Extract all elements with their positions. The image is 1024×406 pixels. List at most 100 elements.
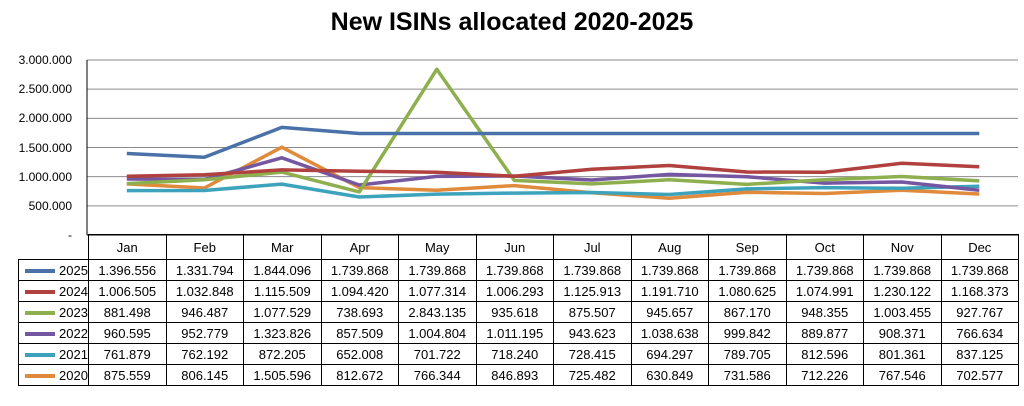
category-label: Feb [165, 234, 244, 260]
category-label: Oct [785, 234, 864, 260]
category-label: Sep [708, 234, 787, 260]
category-label: Aug [630, 234, 709, 260]
data-value-cell: 867.170 [708, 301, 787, 323]
series-name: 2025 [59, 262, 88, 278]
data-value-cell: 630.849 [630, 364, 709, 386]
data-value-cell: 875.507 [553, 301, 632, 323]
legend-entry: 2023 [18, 301, 89, 323]
data-value-cell: 945.657 [630, 301, 709, 323]
table-body: 2025 1.396.556 1.331.794 1.844.096 1.739.868… [18, 259, 1019, 386]
legend-entry: 2020 [18, 364, 89, 386]
table-row: 2021 761.879 762.192 872.205 652.008 701.722 7… [18, 343, 1019, 365]
data-value-cell: 1.077.314 [398, 280, 477, 302]
legend-entry: 2024 [18, 280, 89, 302]
data-value-cell: 1.230.122 [863, 280, 942, 302]
line-chart [86, 59, 1018, 236]
table-row: 2025 1.396.556 1.331.794 1.844.096 1.739.868… [18, 259, 1019, 281]
data-value-cell: 728.415 [553, 343, 632, 365]
category-label: Dec [940, 234, 1019, 260]
data-value-cell: 875.559 [88, 364, 167, 386]
data-value-cell: 1.331.794 [165, 259, 244, 281]
legend-key-2024 [25, 290, 55, 295]
data-value-cell: 837.125 [940, 343, 1019, 365]
legend-key-2023 [25, 311, 55, 316]
data-value-cell: 1.323.826 [243, 322, 322, 344]
data-value-cell: 766.634 [940, 322, 1019, 344]
y-tick-label: 2.000.000 [18, 111, 72, 126]
data-value-cell: 766.344 [398, 364, 477, 386]
data-value-cell: 1.003.455 [863, 301, 942, 323]
data-value-cell: 1.739.868 [398, 259, 477, 281]
data-value-cell: 1.739.868 [630, 259, 709, 281]
legend-key-2021 [25, 353, 55, 358]
data-value-cell: 1.505.596 [243, 364, 322, 386]
series-lines [126, 67, 980, 200]
legend-entry: 2022 [18, 322, 89, 344]
legend-entry: 2021 [18, 343, 89, 365]
data-value-cell: 718.240 [475, 343, 554, 365]
legend-key-2025 [25, 269, 55, 274]
data-value-cell: 935.618 [475, 301, 554, 323]
data-value-cell: 1.006.505 [88, 280, 167, 302]
data-value-cell: 1.739.868 [940, 259, 1019, 281]
data-value-cell: 1.094.420 [320, 280, 399, 302]
data-value-cell: 1.074.991 [785, 280, 864, 302]
category-label: Nov [863, 234, 942, 260]
data-value-cell: 1.011.195 [475, 322, 554, 344]
legend-key-2022 [25, 332, 55, 337]
category-label: Apr [320, 234, 399, 260]
data-table: Jan Feb Mar Apr May Jun Jul Aug Sep Oct Nov Dec 202… [18, 234, 1019, 386]
data-value-cell: 889.877 [785, 322, 864, 344]
data-value-cell: 789.705 [708, 343, 787, 365]
series-line-2020 [126, 145, 980, 200]
data-value-cell: 1.006.293 [475, 280, 554, 302]
data-value-cell: 762.192 [165, 343, 244, 365]
data-value-cell: 801.361 [863, 343, 942, 365]
data-value-cell: 927.767 [940, 301, 1019, 323]
y-tick-label: 3.000.000 [18, 53, 72, 67]
data-value-cell: 846.893 [475, 364, 554, 386]
table-row: 2024 1.006.505 1.032.848 1.115.509 1.094.420… [18, 280, 1019, 302]
table-header-row: Jan Feb Mar Apr May Jun Jul Aug Sep Oct Nov Dec [18, 234, 1019, 260]
data-value-cell: 872.205 [243, 343, 322, 365]
data-value-cell: 1.038.638 [630, 322, 709, 344]
category-label: Jul [553, 234, 632, 260]
data-value-cell: 712.226 [785, 364, 864, 386]
y-tick-label: 1.500.000 [18, 140, 72, 155]
data-value-cell: 1.191.710 [630, 280, 709, 302]
data-value-cell: 1.739.868 [785, 259, 864, 281]
data-value-cell: 948.355 [785, 301, 864, 323]
data-value-cell: 1.739.868 [320, 259, 399, 281]
chart-title: New ISINs allocated 2020-2025 [330, 8, 694, 36]
series-line-2024 [126, 161, 980, 179]
y-tick-label: 2.500.000 [18, 82, 72, 97]
category-label: Jun [475, 234, 554, 260]
data-value-cell: 1.032.848 [165, 280, 244, 302]
data-value-cell: 1.080.625 [708, 280, 787, 302]
data-value-cell: 1.077.529 [243, 301, 322, 323]
data-value-cell: 652.008 [320, 343, 399, 365]
data-value-cell: 999.842 [708, 322, 787, 344]
data-value-cell: 952.779 [165, 322, 244, 344]
data-value-cell: 1.396.556 [88, 259, 167, 281]
series-name: 2021 [59, 346, 88, 362]
data-value-cell: 738.693 [320, 301, 399, 323]
data-value-cell: 812.596 [785, 343, 864, 365]
data-value-cell: 702.577 [940, 364, 1019, 386]
table-row: 2023 881.498 946.487 1.077.529 738.693 2.843.… [18, 301, 1019, 323]
data-value-cell: 701.722 [398, 343, 477, 365]
series-name: 2023 [59, 304, 88, 320]
data-value-cell: 1.739.868 [475, 259, 554, 281]
table-corner [18, 234, 89, 260]
data-value-cell: 1.739.868 [863, 259, 942, 281]
y-tick-label: 1.000.000 [18, 169, 72, 184]
data-value-cell: 1.125.913 [553, 280, 632, 302]
data-value-cell: 857.509 [320, 322, 399, 344]
category-label: May [398, 234, 477, 260]
table-row: 2020 875.559 806.145 1.505.596 812.672 766.34… [18, 364, 1019, 386]
data-value-cell: 943.623 [553, 322, 632, 344]
data-value-cell: 908.371 [863, 322, 942, 344]
legend-key-2020 [25, 374, 55, 379]
category-label: Mar [243, 234, 322, 260]
data-value-cell: 2.843.135 [398, 301, 477, 323]
